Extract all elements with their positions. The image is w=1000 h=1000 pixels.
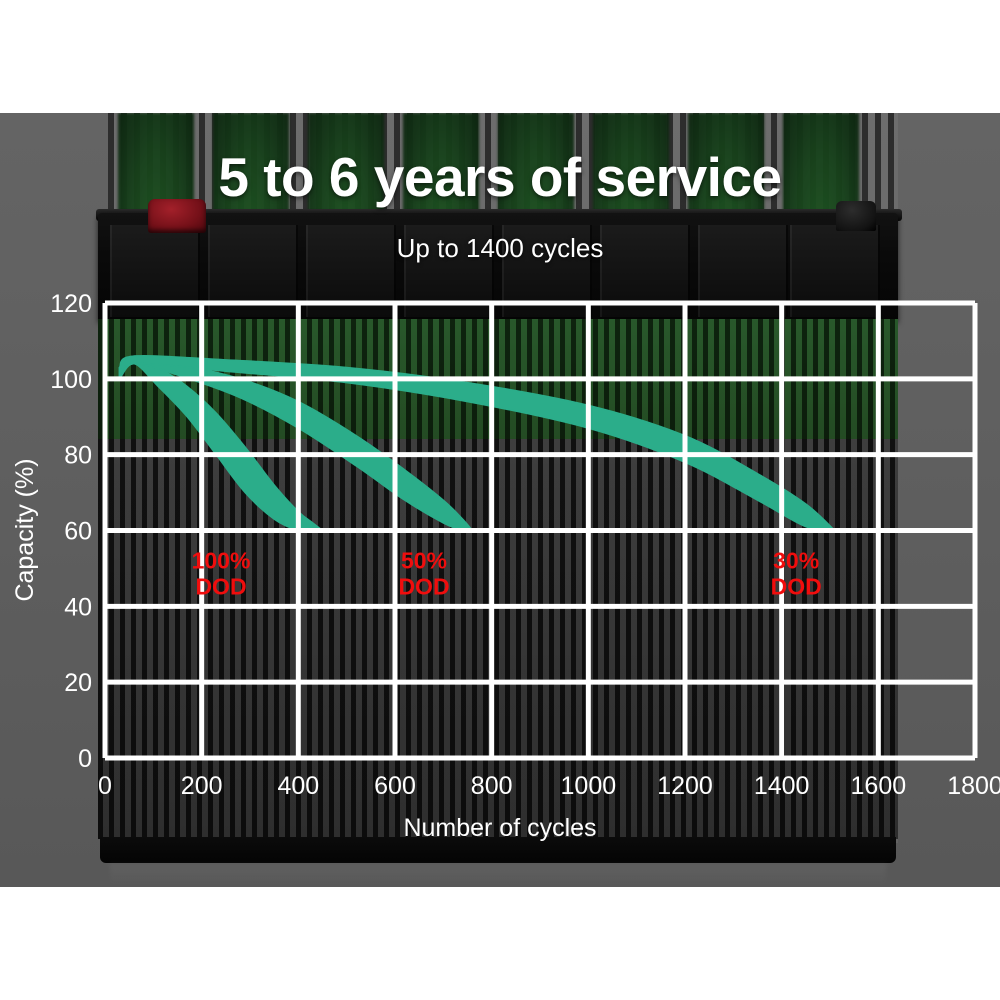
battery-body xyxy=(98,319,898,839)
page-title: 5 to 6 years of service xyxy=(218,146,782,208)
battery-black-terminal-cap xyxy=(836,201,876,231)
battery-foot xyxy=(100,837,896,863)
page-subtitle: Up to 1400 cycles xyxy=(396,233,604,263)
battery-reflection xyxy=(110,863,886,887)
battery-photo-background xyxy=(0,113,1000,887)
battery-red-terminal-cap xyxy=(148,199,206,233)
battery-green-window xyxy=(98,319,898,439)
